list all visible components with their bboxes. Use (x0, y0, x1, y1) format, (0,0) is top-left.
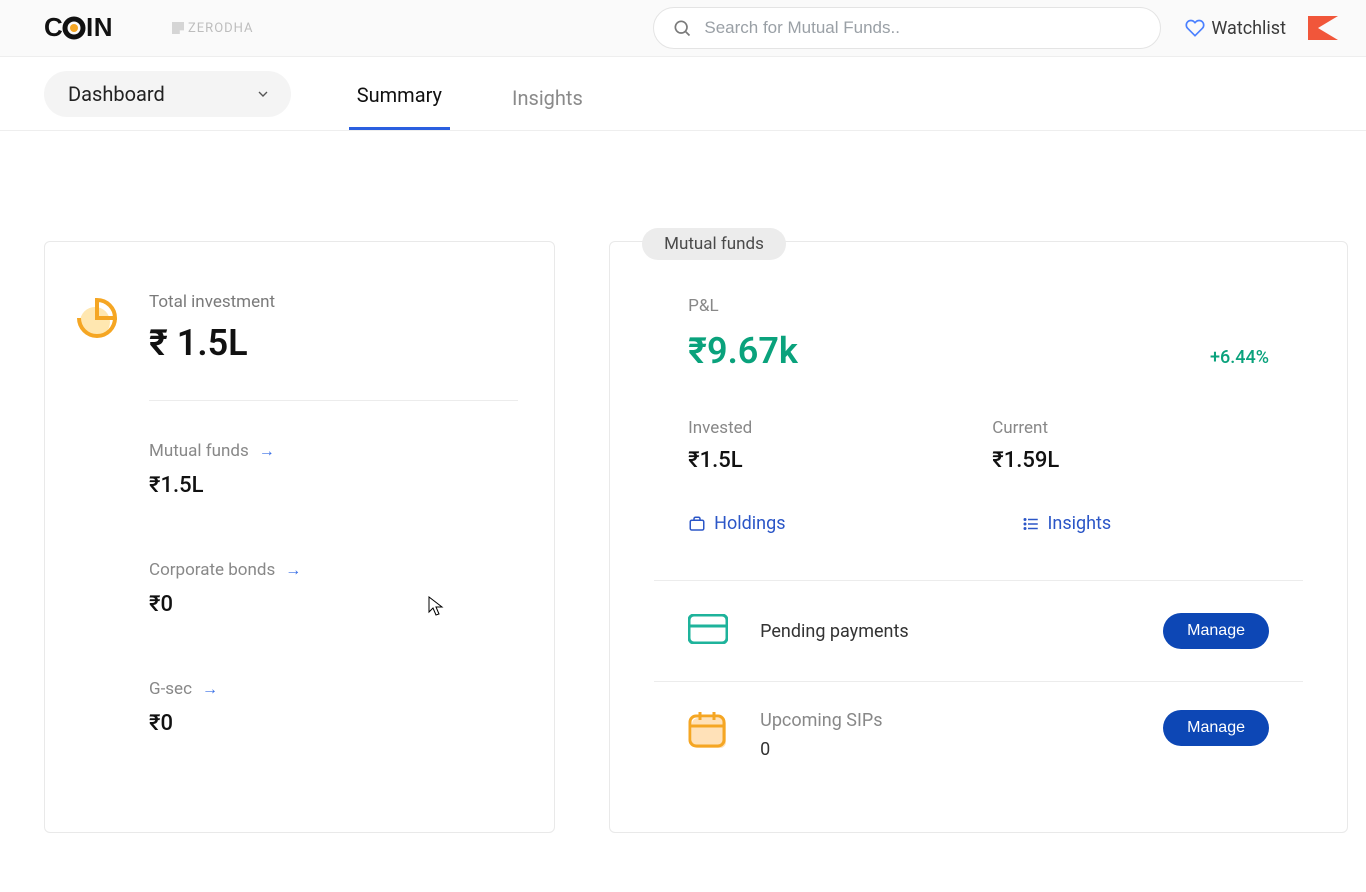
card-icon (688, 614, 760, 648)
chevron-down-icon (255, 86, 271, 102)
current-value: ₹1.59L (992, 448, 1059, 473)
manage-pending-button[interactable]: Manage (1163, 613, 1269, 649)
upcoming-sips-row: Upcoming SIPs 0 Manage (688, 682, 1269, 792)
tabs-bar: Summary Insights (349, 57, 645, 130)
mutual-funds-pill: Mutual funds (642, 228, 786, 260)
holdings-link[interactable]: Holdings (688, 513, 785, 534)
breakdown-value: ₹1.5L (149, 473, 518, 498)
total-investment-card: Total investment ₹ 1.5L Mutual funds → ₹… (44, 241, 555, 833)
current-label: Current (992, 418, 1059, 438)
app-header: C IN ZERODHA Watchlist (0, 0, 1366, 57)
main-content: Total investment ₹ 1.5L Mutual funds → ₹… (0, 131, 1366, 833)
insights-link-label: Insights (1048, 513, 1112, 534)
mutual-funds-card: Mutual funds P&L ₹9.67k +6.44% Invested … (609, 241, 1348, 833)
dashboard-dropdown[interactable]: Dashboard (44, 71, 291, 117)
arrow-right-icon: → (259, 441, 275, 461)
sub-navigation: Dashboard Summary Insights (0, 57, 1366, 131)
search-input[interactable] (704, 18, 1142, 38)
breakdown-gsec[interactable]: G-sec → ₹0 (149, 679, 518, 736)
tab-summary[interactable]: Summary (349, 83, 450, 130)
invested-value: ₹1.5L (688, 448, 752, 473)
zerodha-icon (172, 22, 184, 34)
pnl-label: P&L (688, 296, 1269, 316)
svg-text:IN: IN (86, 15, 113, 41)
pending-payments-label: Pending payments (760, 621, 909, 642)
breakdown-label: G-sec (149, 679, 192, 699)
briefcase-icon (688, 515, 706, 533)
insights-link[interactable]: Insights (1022, 513, 1112, 534)
manage-sips-button[interactable]: Manage (1163, 710, 1269, 746)
watchlist-label: Watchlist (1211, 18, 1286, 39)
kite-logo-icon[interactable] (1308, 16, 1338, 40)
total-investment-label: Total investment (149, 292, 275, 312)
tab-insights[interactable]: Insights (504, 86, 591, 130)
search-box[interactable] (653, 7, 1161, 49)
search-icon (672, 18, 692, 38)
breakdown-label: Corporate bonds (149, 560, 275, 580)
heart-icon (1185, 18, 1205, 38)
arrow-right-icon: → (202, 679, 218, 699)
pending-payments-row: Pending payments Manage (688, 581, 1269, 681)
watchlist-link[interactable]: Watchlist (1185, 18, 1286, 39)
svg-text:C: C (44, 15, 63, 41)
upcoming-sips-label: Upcoming SIPs (760, 710, 882, 731)
divider (149, 400, 518, 401)
arrow-right-icon: → (285, 560, 301, 580)
pie-chart-icon (75, 296, 119, 340)
breakdown-corporate-bonds[interactable]: Corporate bonds → ₹0 (149, 560, 518, 617)
sub-brand-label: ZERODHA (172, 21, 254, 36)
holdings-link-label: Holdings (714, 513, 785, 534)
breakdown-value: ₹0 (149, 711, 518, 736)
breakdown-mutual-funds[interactable]: Mutual funds → ₹1.5L (149, 441, 518, 498)
upcoming-sips-count: 0 (760, 739, 882, 760)
breakdown-value: ₹0 (149, 592, 518, 617)
pnl-percentage: +6.44% (1210, 347, 1269, 368)
breakdown-label: Mutual funds (149, 441, 249, 461)
brand-logo[interactable]: C IN (44, 15, 154, 41)
invested-label: Invested (688, 418, 752, 438)
calendar-icon (688, 710, 760, 756)
list-icon (1022, 515, 1040, 533)
total-investment-amount: ₹ 1.5L (149, 322, 275, 364)
dashboard-label: Dashboard (68, 82, 165, 106)
pnl-amount: ₹9.67k (688, 330, 798, 372)
